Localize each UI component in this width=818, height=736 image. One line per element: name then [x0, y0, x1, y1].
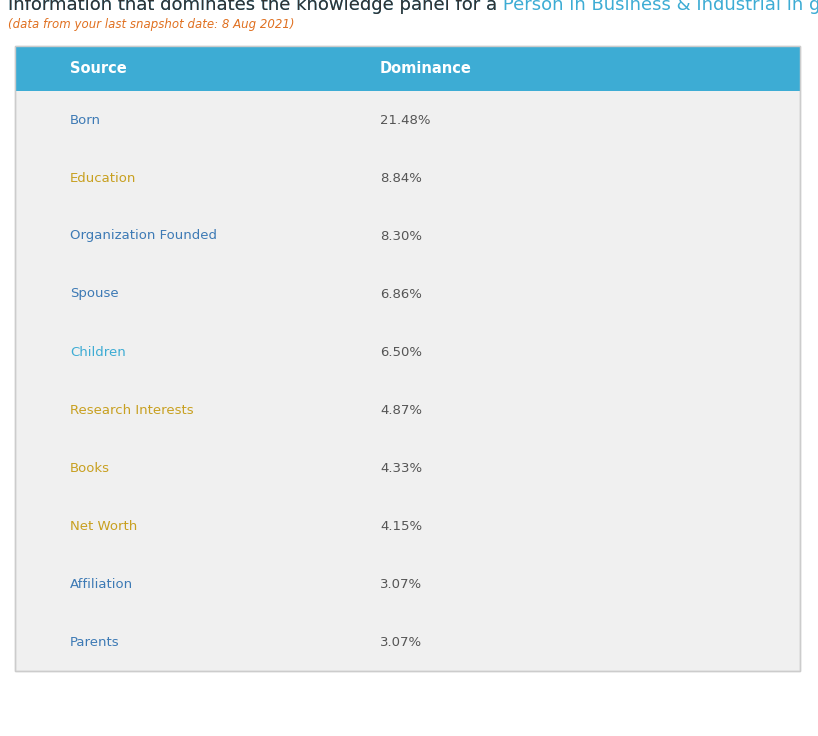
Text: Affiliation: Affiliation: [70, 578, 133, 590]
Text: Books: Books: [70, 461, 110, 475]
Text: 6.86%: 6.86%: [380, 288, 422, 300]
Text: Source: Source: [70, 61, 127, 76]
Text: Born: Born: [70, 113, 101, 127]
Text: Net Worth: Net Worth: [70, 520, 137, 533]
Text: Information that dominates the knowledge panel for a Person in Business & Indust: Information that dominates the knowledge…: [8, 0, 818, 14]
Text: 6.50%: 6.50%: [380, 345, 422, 358]
Bar: [15, 46, 800, 671]
Text: 8.30%: 8.30%: [380, 230, 422, 242]
Text: Organization Founded: Organization Founded: [70, 230, 217, 242]
Text: Spouse: Spouse: [70, 288, 119, 300]
Text: Research Interests: Research Interests: [70, 403, 194, 417]
Text: Education: Education: [70, 171, 137, 185]
Text: Information that dominates the knowledge panel for a: Information that dominates the knowledge…: [8, 0, 503, 14]
Text: 4.33%: 4.33%: [380, 461, 422, 475]
Text: (data from your last snapshot date: 8 Aug 2021): (data from your last snapshot date: 8 Au…: [8, 18, 294, 31]
Text: 3.07%: 3.07%: [380, 578, 422, 590]
Text: 8.84%: 8.84%: [380, 171, 422, 185]
Bar: [15, 46, 800, 671]
Text: Dominance: Dominance: [380, 61, 472, 76]
Text: 3.07%: 3.07%: [380, 635, 422, 648]
Bar: [15, 46, 800, 91]
Text: Children: Children: [70, 345, 126, 358]
Text: Parents: Parents: [70, 635, 119, 648]
Text: 4.87%: 4.87%: [380, 403, 422, 417]
Text: 21.48%: 21.48%: [380, 113, 430, 127]
Text: 4.15%: 4.15%: [380, 520, 422, 533]
